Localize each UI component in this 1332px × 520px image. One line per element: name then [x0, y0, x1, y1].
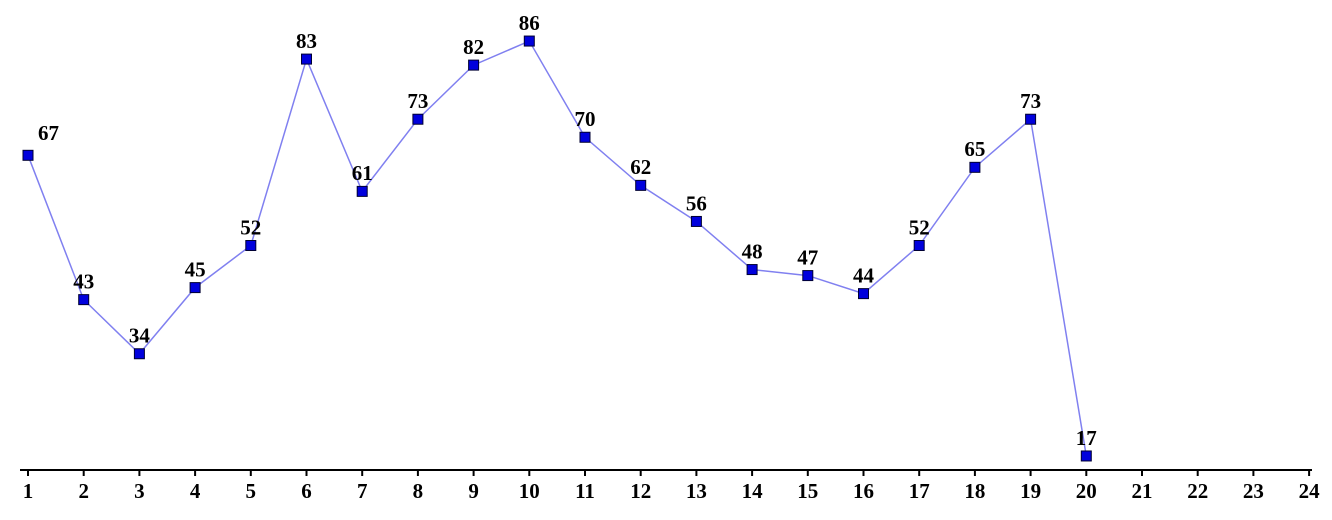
x-tick-label: 4	[190, 479, 201, 503]
value-label: 82	[463, 35, 484, 59]
point-marker	[746, 264, 758, 276]
value-label: 61	[352, 161, 373, 185]
value-label: 44	[853, 263, 875, 287]
x-tick-label: 12	[630, 479, 651, 503]
value-label: 34	[129, 324, 151, 348]
point-marker	[913, 240, 925, 252]
x-tick-label: 20	[1076, 479, 1097, 503]
point-marker	[133, 348, 145, 360]
value-label: 67	[38, 121, 59, 145]
x-tick-label: 23	[1243, 479, 1264, 503]
value-label: 65	[964, 137, 985, 161]
x-tick-label: 14	[742, 479, 764, 503]
value-label: 45	[185, 257, 206, 281]
value-label: 62	[630, 155, 651, 179]
value-label: 56	[686, 191, 707, 215]
x-tick-label: 15	[797, 479, 818, 503]
value-label: 48	[742, 239, 763, 263]
x-tick-label: 8	[413, 479, 424, 503]
point-marker	[969, 161, 981, 173]
point-marker	[356, 185, 368, 197]
point-marker	[22, 149, 34, 161]
point-marker	[412, 113, 424, 125]
x-tick-label: 9	[468, 479, 479, 503]
value-label: 73	[407, 89, 428, 113]
x-tick-label: 16	[853, 479, 874, 503]
x-tick-label: 19	[1020, 479, 1041, 503]
x-tick-label: 1	[23, 479, 34, 503]
point-marker	[78, 294, 90, 306]
x-tick-label: 3	[134, 479, 145, 503]
x-tick-label: 22	[1187, 479, 1208, 503]
value-label: 43	[73, 269, 94, 293]
value-label: 70	[575, 107, 596, 131]
point-marker	[802, 270, 814, 282]
point-marker	[1080, 450, 1092, 462]
point-marker	[523, 35, 535, 47]
x-tick-label: 13	[686, 479, 707, 503]
x-tick-label: 11	[575, 479, 595, 503]
x-tick-label: 6	[301, 479, 312, 503]
value-label: 47	[797, 245, 818, 269]
point-marker	[579, 131, 591, 143]
point-marker	[245, 240, 257, 252]
x-tick-label: 17	[909, 479, 930, 503]
point-marker	[690, 215, 702, 227]
x-tick-label: 7	[357, 479, 368, 503]
x-tick-label: 10	[519, 479, 540, 503]
value-label: 52	[909, 215, 930, 239]
point-marker	[189, 282, 201, 294]
x-tick-label: 21	[1132, 479, 1153, 503]
value-label: 86	[519, 11, 540, 35]
point-marker	[858, 288, 869, 300]
value-label: 17	[1076, 426, 1097, 450]
value-label: 83	[296, 29, 317, 53]
x-tick-label: 2	[78, 479, 89, 503]
series-line	[27, 40, 1088, 457]
x-tick-label: 18	[964, 479, 985, 503]
point-marker	[301, 53, 312, 65]
point-marker	[468, 59, 480, 71]
point-marker	[635, 179, 647, 191]
x-tick-label: 24	[1299, 479, 1321, 503]
x-tick-label: 5	[246, 479, 257, 503]
value-label: 73	[1020, 89, 1041, 113]
point-marker	[1025, 113, 1037, 125]
value-label: 52	[240, 215, 261, 239]
